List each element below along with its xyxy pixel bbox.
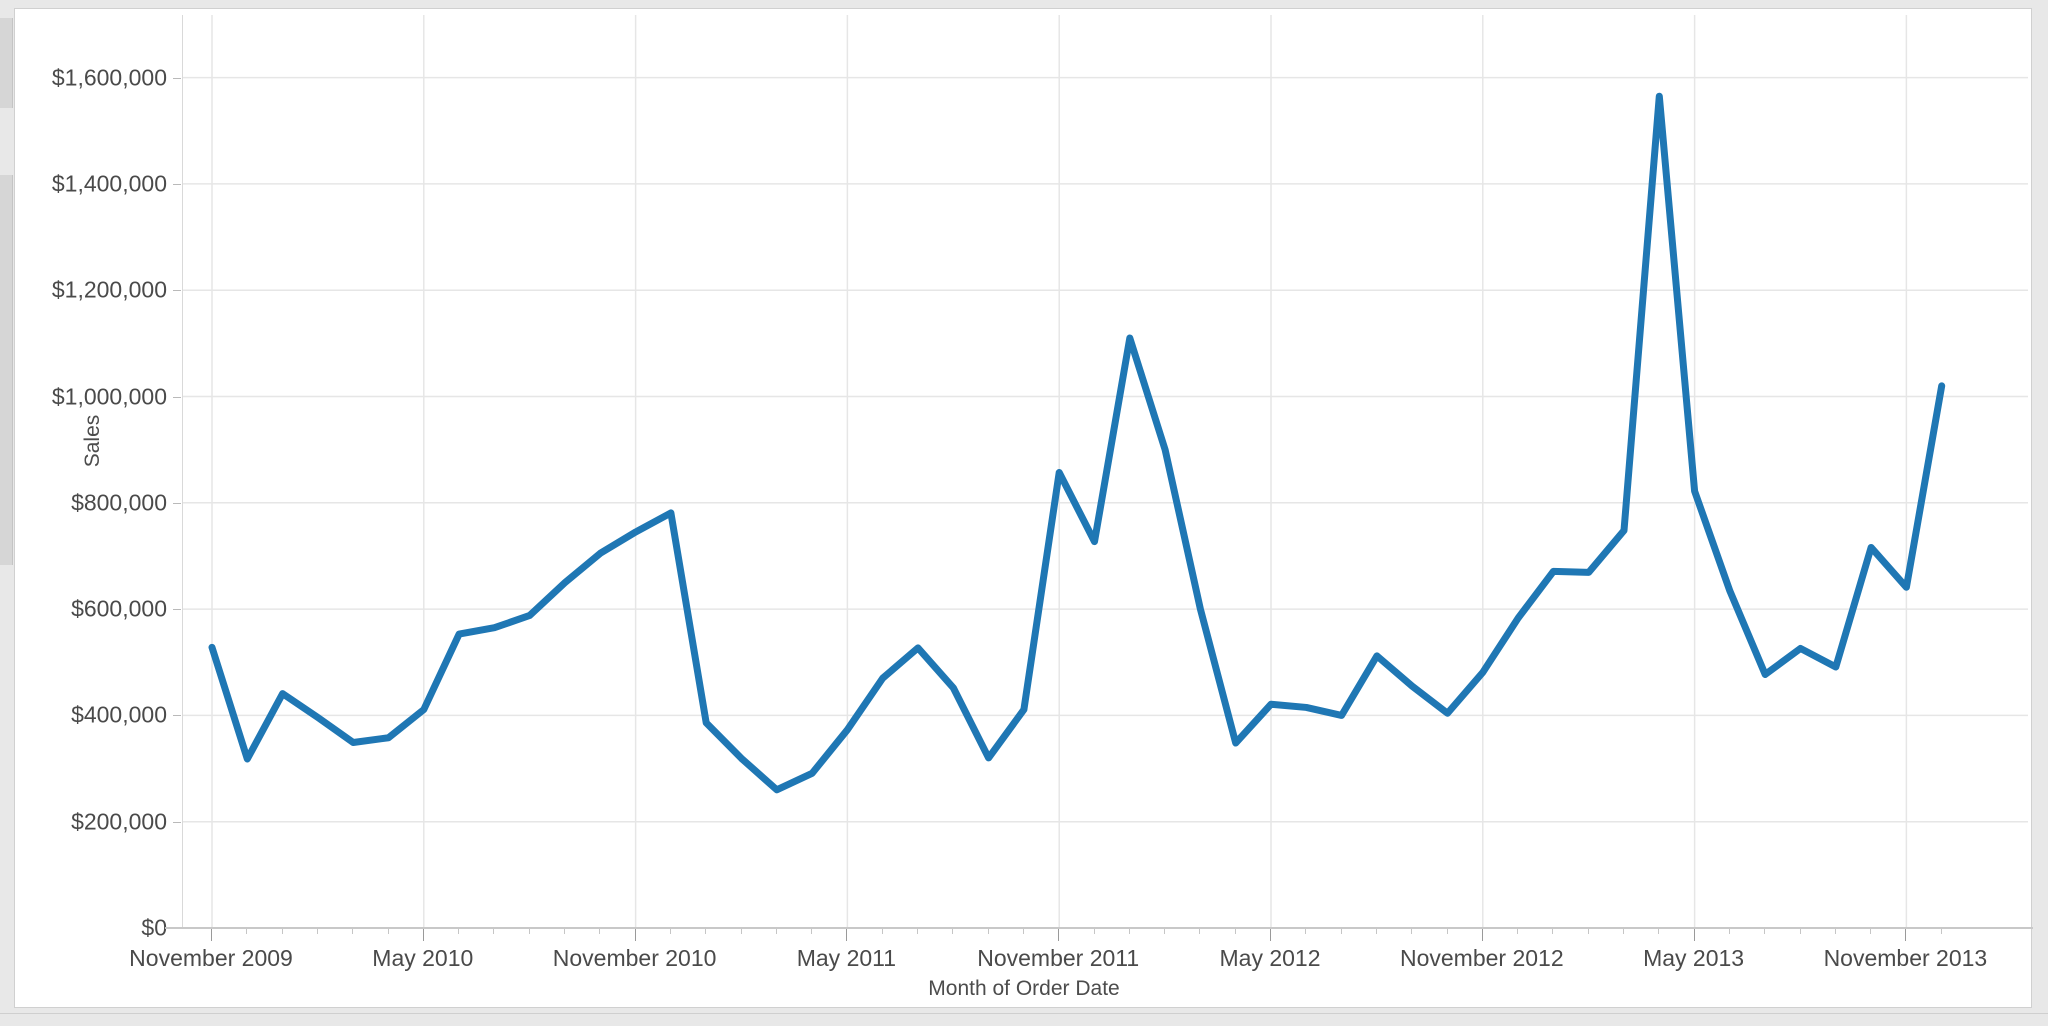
- y-axis-tick-mark: [173, 183, 181, 185]
- x-axis-tick-mark-minor: [987, 929, 989, 934]
- x-axis-tick-mark-minor: [281, 929, 283, 934]
- x-axis-tick-mark-minor: [1728, 929, 1730, 934]
- x-axis-tick-mark-minor: [669, 929, 671, 934]
- x-axis-tick-mark-minor: [1305, 929, 1307, 934]
- x-axis-tick-mark-major: [634, 929, 636, 941]
- x-axis-tick-mark-minor: [246, 929, 248, 934]
- rail-panel-middle: [0, 175, 13, 565]
- y-axis-tick-labels: $0 $200,000 $400,000 $600,000 $800,000 $1,000…: [15, 9, 181, 1009]
- x-axis-tick-mark-minor: [528, 929, 530, 934]
- x-axis-tick-mark-minor: [387, 929, 389, 934]
- x-axis-tick-mark-minor: [740, 929, 742, 934]
- x-axis-tick-label: November 2010: [552, 945, 717, 971]
- y-axis-tick-label: $1,000,000: [51, 383, 167, 409]
- y-axis-tick-label: $1,600,000: [51, 64, 167, 91]
- x-axis-tick-mark-major: [1905, 929, 1907, 941]
- x-axis-tick-mark-minor: [881, 929, 883, 934]
- x-axis-tick-mark-minor: [1552, 929, 1554, 934]
- x-axis-tick-mark-minor: [1834, 929, 1836, 934]
- x-axis-tick-mark-minor: [952, 929, 954, 934]
- y-axis-tick-mark: [173, 396, 181, 398]
- y-axis-tick-mark: [173, 77, 181, 79]
- y-axis-tick-mark: [173, 290, 181, 292]
- line-chart: Sales $0 $200,000 $400,000 $600,000 $800,000…: [15, 9, 2033, 1009]
- x-axis-tick-label: November 2011: [977, 945, 1140, 971]
- x-axis-tick-mark-minor: [1411, 929, 1413, 934]
- x-axis-tick-mark-minor: [1022, 929, 1024, 934]
- x-axis-tick-mark-minor: [1164, 929, 1166, 934]
- x-axis-tick-mark-minor: [1587, 929, 1589, 934]
- x-axis-tick-marks: [15, 929, 2033, 943]
- x-axis-tick-label: November 2009: [129, 945, 293, 971]
- x-axis-tick-mark-minor: [564, 929, 565, 934]
- plot-area: [182, 15, 2028, 927]
- x-axis-tick-mark-minor: [458, 929, 460, 934]
- y-axis-tick-label: $200,000: [71, 808, 167, 835]
- x-axis-tick-mark-minor: [1940, 929, 1942, 934]
- x-axis-tick-mark-major: [1058, 929, 1060, 941]
- y-axis-tick-mark: [173, 821, 181, 823]
- x-axis-tick-label: November 2012: [1399, 945, 1564, 971]
- x-axis-tick-mark-minor: [1870, 929, 1872, 934]
- x-axis-tick-mark-minor: [1375, 929, 1377, 934]
- x-axis-tick-mark-minor: [352, 929, 354, 934]
- x-axis-tick-mark-major: [211, 929, 212, 941]
- x-axis-tick-label: May 2012: [1219, 945, 1321, 971]
- y-axis-tick-label: $1,200,000: [51, 276, 167, 303]
- sales-line-series: [208, 92, 1946, 794]
- visualization-frame: Sales $0 $200,000 $400,000 $600,000 $800,000…: [14, 8, 2033, 1009]
- y-axis-tick-label: $400,000: [71, 701, 167, 728]
- x-axis-tick-mark-minor: [1446, 929, 1448, 934]
- y-axis-tick-label: $1,400,000: [51, 170, 167, 197]
- x-axis-tick-label: May 2013: [1643, 945, 1745, 971]
- x-axis-tick-mark-minor: [1799, 929, 1801, 934]
- y-axis-tick-label: $800,000: [71, 489, 167, 516]
- x-axis-tick-mark-minor: [1623, 929, 1624, 934]
- x-axis-tick-mark-minor: [917, 929, 918, 934]
- x-axis-tick-mark-minor: [316, 929, 318, 934]
- x-axis-tick-mark-minor: [705, 929, 707, 934]
- x-axis-tick-mark-minor: [1764, 929, 1766, 934]
- x-axis-tick-mark-major: [422, 929, 424, 941]
- x-axis-tick-mark-minor: [1128, 929, 1130, 934]
- x-axis-title: Month of Order Date: [928, 977, 1120, 1000]
- y-axis-tick-mark: [173, 609, 181, 611]
- plot-svg: [183, 15, 2028, 927]
- x-axis-tick-mark-minor: [493, 929, 495, 934]
- y-axis-tick-mark: [173, 502, 181, 504]
- x-axis-tick-mark-minor: [1517, 929, 1519, 934]
- rail-panel-top: [0, 18, 13, 108]
- x-axis-tick-mark-minor: [1658, 929, 1660, 934]
- y-axis-tick-label: $600,000: [71, 595, 167, 622]
- vertical-gridlines: [211, 15, 1908, 927]
- x-axis-tick-mark-minor: [1234, 929, 1236, 934]
- horizontal-gridlines: [183, 76, 2028, 823]
- y-axis-tick-label: $0: [141, 914, 167, 941]
- x-axis-tick-mark-minor: [1340, 929, 1342, 934]
- x-axis-tick-mark-minor: [1093, 929, 1095, 934]
- x-axis-tick-mark-minor: [775, 929, 777, 934]
- x-axis-tick-labels: November 2009 May 2010 November 2010 May 20…: [15, 945, 2033, 979]
- bottom-status-bar: [0, 1013, 2048, 1026]
- x-axis-tick-label: May 2011: [796, 945, 897, 971]
- x-axis-tick-label: November 2013: [1823, 945, 1988, 971]
- x-axis-tick-label: May 2010: [372, 945, 474, 971]
- x-axis-tick-mark-major: [1481, 929, 1483, 941]
- x-axis-tick-mark-minor: [811, 929, 813, 934]
- x-axis-tick-mark-minor: [1199, 929, 1201, 934]
- y-axis-tick-mark: [173, 715, 181, 717]
- x-axis-tick-mark-major: [846, 929, 848, 941]
- left-rail: [0, 0, 14, 1026]
- x-axis-tick-mark-major: [1693, 929, 1695, 941]
- x-axis-tick-mark-minor: [599, 929, 601, 934]
- x-axis-line: [165, 927, 2033, 929]
- x-axis-tick-mark-major: [1270, 929, 1271, 941]
